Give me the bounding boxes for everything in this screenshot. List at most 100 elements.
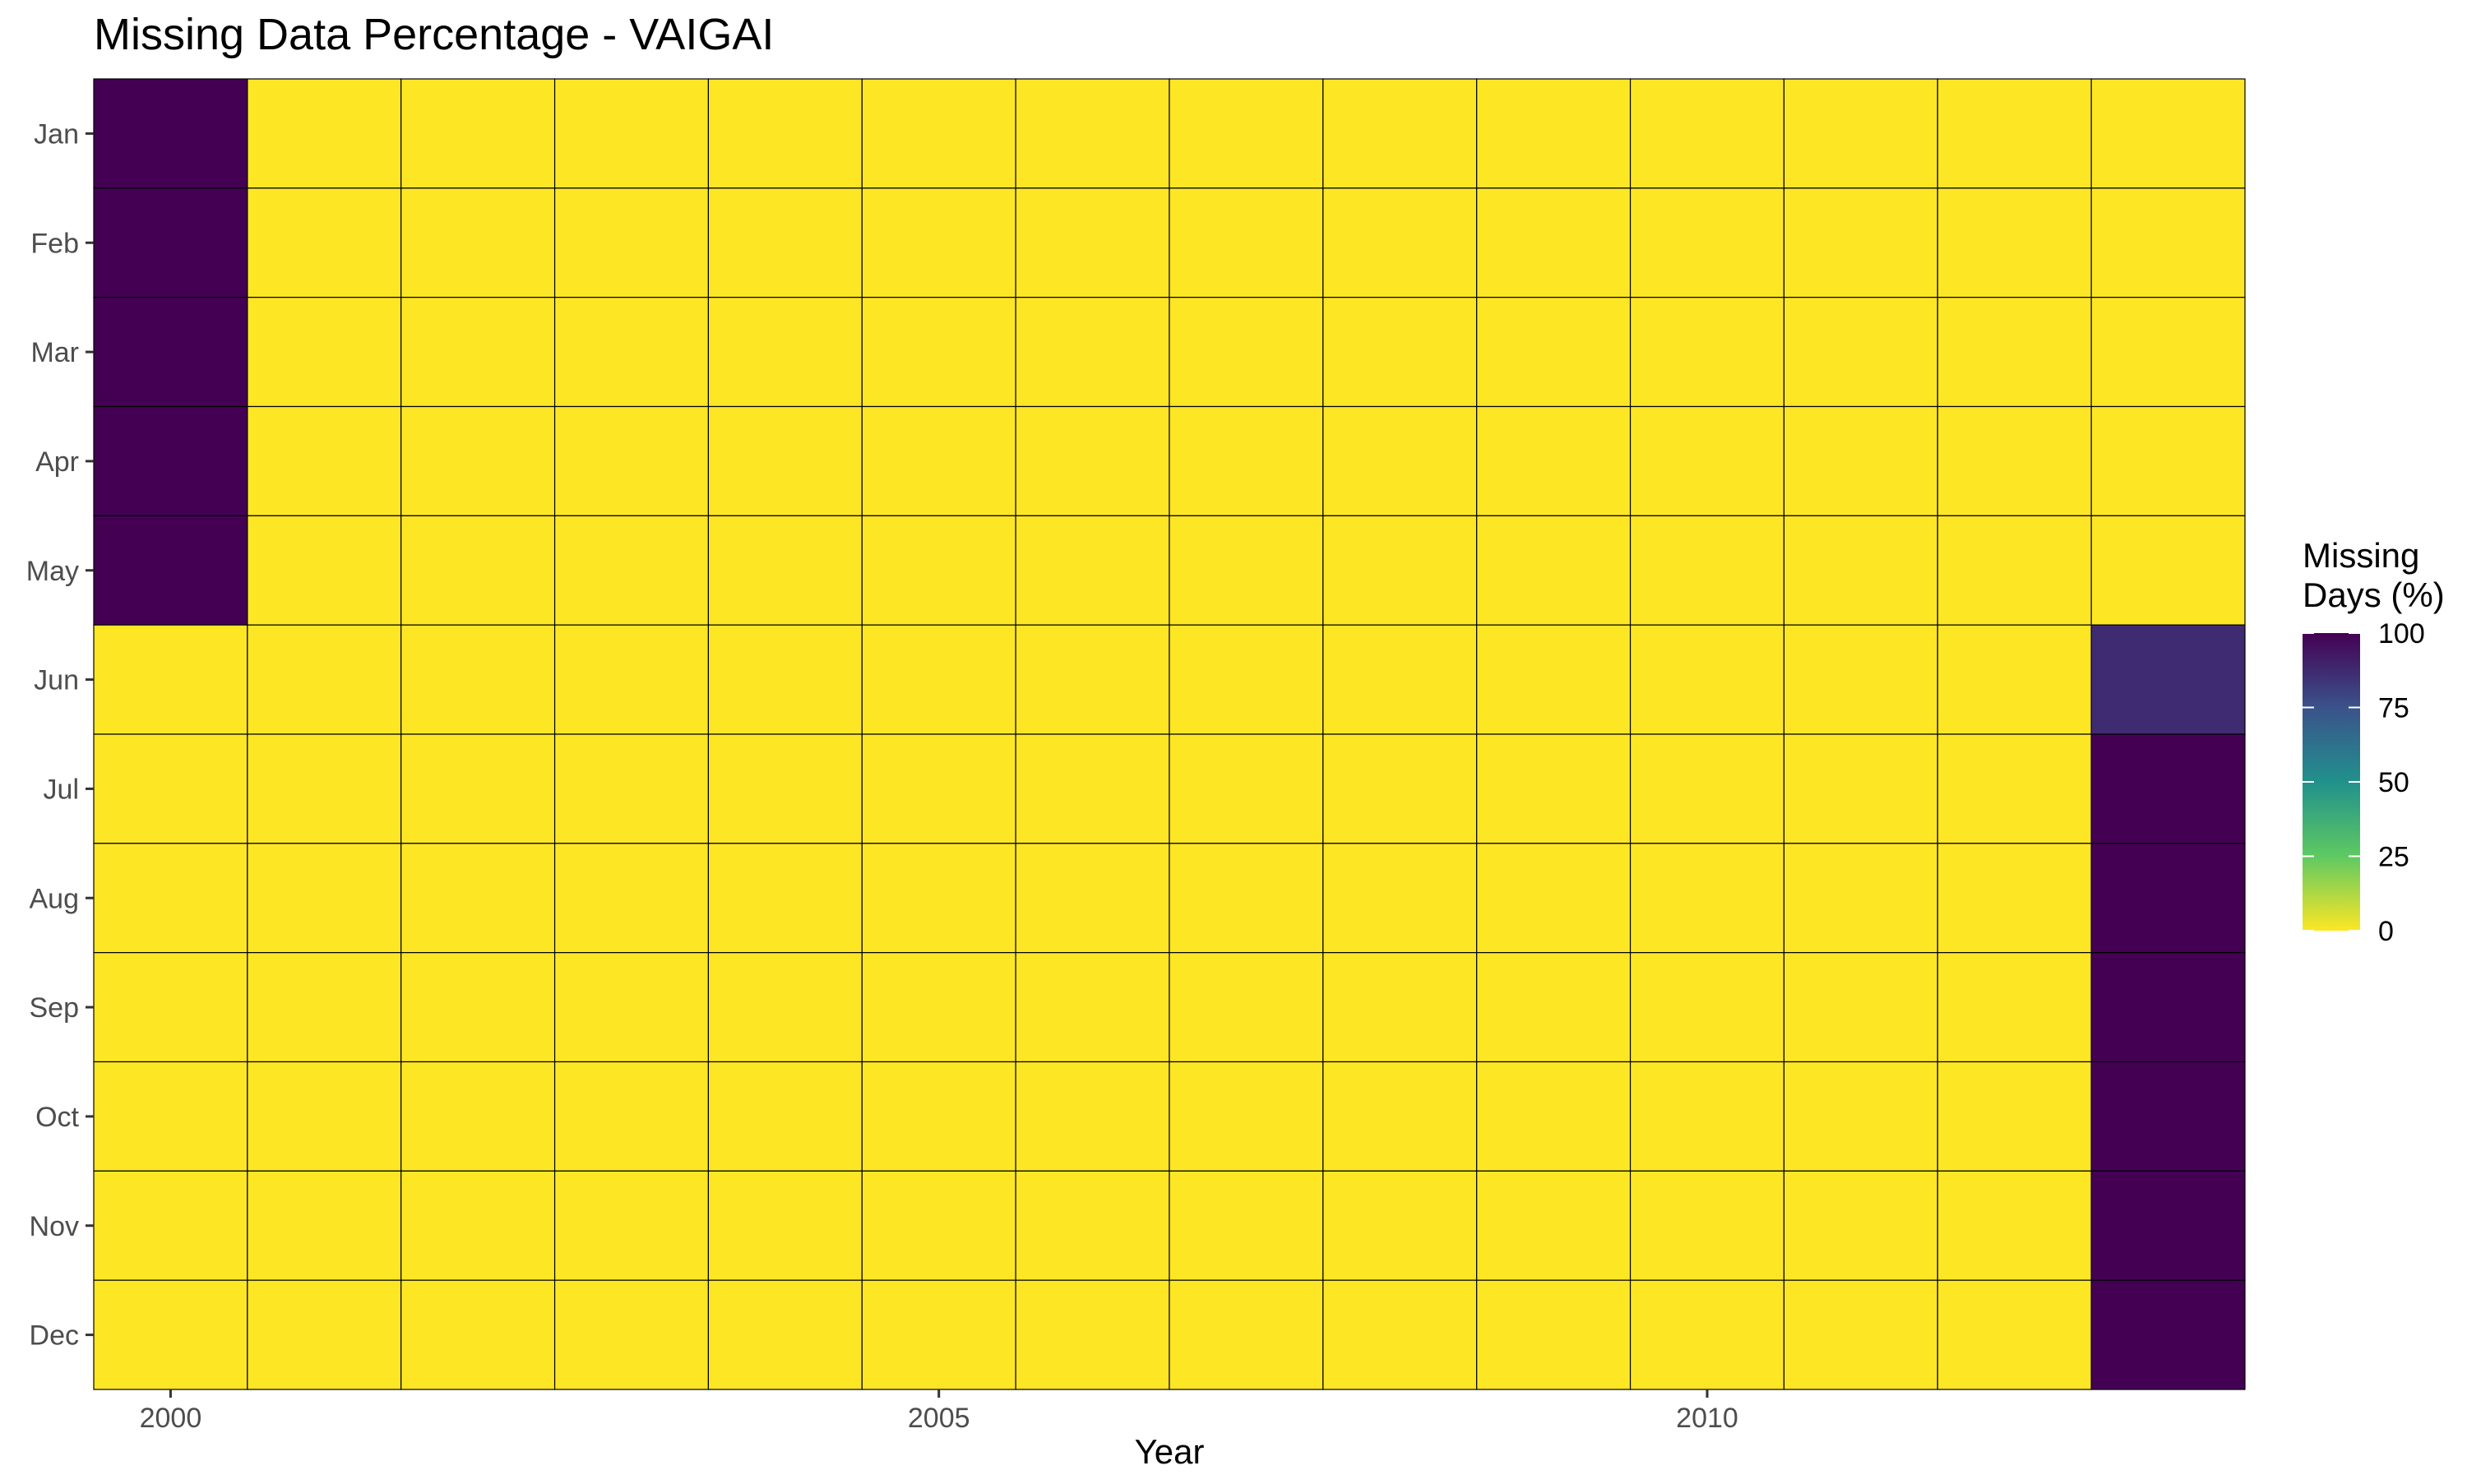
heatmap-cell-oct-2001: [247, 1061, 402, 1172]
heatmap-cell-apr-2012: [1937, 405, 2092, 516]
heatmap-cell-sep-2008: [1322, 952, 1478, 1063]
heatmap-cell-jan-2004: [707, 78, 863, 189]
heatmap-cell-jan-2010: [1629, 78, 1785, 189]
heatmap-cell-oct-2009: [1476, 1061, 1632, 1172]
heatmap-cell-nov-2004: [707, 1170, 863, 1281]
legend-title-line-1: Missing: [2303, 536, 2419, 575]
heatmap-cell-oct-2004: [707, 1061, 863, 1172]
heatmap-cell-jul-2013: [2090, 733, 2246, 844]
heatmap-cell-feb-2001: [247, 187, 402, 298]
heatmap-cell-oct-2002: [400, 1061, 556, 1172]
heatmap-cell-may-2001: [247, 515, 402, 626]
heatmap-cell-apr-2010: [1629, 405, 1785, 516]
heatmap-cell-oct-2008: [1322, 1061, 1478, 1172]
heatmap-cell-mar-2013: [2090, 297, 2246, 408]
heatmap-cell-dec-2011: [1783, 1279, 1938, 1390]
heatmap-cell-dec-2008: [1322, 1279, 1478, 1390]
heatmap-cell-jun-2011: [1783, 624, 1938, 735]
heatmap-cell-jul-2008: [1322, 733, 1478, 844]
heatmap-cell-dec-2005: [861, 1279, 1016, 1390]
x-tick-label-2000: 2000: [140, 1403, 202, 1434]
heatmap-cell-jul-2010: [1629, 733, 1785, 844]
heatmap-cell-feb-2007: [1169, 187, 1324, 298]
heatmap-cell-apr-2011: [1783, 405, 1938, 516]
heatmap-cell-may-2003: [553, 515, 710, 626]
y-tick-label-nov: Nov: [30, 1211, 79, 1242]
heatmap-cell-mar-2006: [1015, 297, 1170, 408]
chart-title: Missing Data Percentage - VAIGAI: [94, 10, 774, 59]
legend-tick-label-25: 25: [2378, 842, 2409, 873]
heatmap-cell-sep-2004: [707, 952, 863, 1063]
y-tick-label-dec: Dec: [30, 1320, 79, 1352]
heatmap-cell-jul-2004: [707, 733, 863, 844]
heatmap-cell-sep-2011: [1783, 952, 1938, 1063]
heatmap-cell-nov-2010: [1629, 1170, 1785, 1281]
heatmap-cell-jul-2011: [1783, 733, 1938, 844]
heatmap-cell-jan-2003: [553, 78, 710, 189]
heatmap-cell-nov-2001: [247, 1170, 402, 1281]
heatmap-cell-may-2012: [1937, 515, 2092, 626]
y-tick-label-jun: Jun: [34, 665, 79, 696]
heatmap-cell-feb-2010: [1629, 187, 1785, 298]
heatmap-cell-apr-2004: [707, 405, 863, 516]
heatmap-cell-sep-2012: [1937, 952, 2092, 1063]
heatmap-cell-jan-2000: [93, 78, 248, 189]
heatmap-cell-apr-2002: [400, 405, 556, 516]
heatmap-cell-jun-2004: [707, 624, 863, 735]
heatmap-cell-dec-2006: [1015, 1279, 1170, 1390]
heatmap-cell-dec-2004: [707, 1279, 863, 1390]
legend-tick-label-75: 75: [2378, 693, 2409, 724]
heatmap-cell-oct-2005: [861, 1061, 1016, 1172]
heatmap-cell-feb-2006: [1015, 187, 1170, 298]
y-tick-label-apr: Apr: [35, 446, 79, 478]
heatmap-cell-mar-2005: [861, 297, 1016, 408]
heatmap-cell-apr-2003: [553, 405, 710, 516]
heatmap-cell-feb-2003: [553, 187, 710, 298]
heatmap-cell-nov-2002: [400, 1170, 556, 1281]
heatmap-cell-oct-2013: [2090, 1061, 2246, 1172]
heatmap-cell-nov-2013: [2090, 1170, 2246, 1281]
heatmap-cell-feb-2013: [2090, 187, 2246, 298]
heatmap-cell-may-2009: [1476, 515, 1632, 626]
heatmap-cell-sep-2001: [247, 952, 402, 1063]
heatmap-cell-jan-2002: [400, 78, 556, 189]
heatmap-cell-feb-2002: [400, 187, 556, 298]
heatmap-cell-jun-2013: [2090, 624, 2246, 735]
heatmap-cell-jul-2006: [1015, 733, 1170, 844]
heatmap-cell-sep-2002: [400, 952, 556, 1063]
heatmap-cell-jun-2010: [1629, 624, 1785, 735]
legend: Missing Days (%) 100 75 50 25 0: [2303, 536, 2445, 947]
heatmap-cell-sep-2005: [861, 952, 1016, 1063]
heatmap-cell-mar-2004: [707, 297, 863, 408]
heatmap-cell-may-2010: [1629, 515, 1785, 626]
heatmap-cell-aug-2012: [1937, 843, 2092, 954]
x-tick-label-2005: 2005: [908, 1403, 970, 1434]
heatmap-cell-aug-2010: [1629, 843, 1785, 954]
heatmap-cell-aug-2011: [1783, 843, 1938, 954]
heatmap-cell-dec-2001: [247, 1279, 402, 1390]
heatmap-cell-may-2008: [1322, 515, 1478, 626]
heatmap-cell-aug-2001: [247, 843, 402, 954]
legend-title-line-2: Days (%): [2303, 576, 2445, 614]
heatmap-cell-feb-2012: [1937, 187, 2092, 298]
heatmap-cell-aug-2006: [1015, 843, 1170, 954]
heatmap-cell-may-2013: [2090, 515, 2246, 626]
y-tick-label-jan: Jan: [34, 118, 79, 150]
heatmap-cell-nov-2000: [93, 1170, 248, 1281]
heatmap-cell-feb-2008: [1322, 187, 1478, 298]
heatmap-cell-apr-2000: [93, 405, 248, 516]
heatmap-cell-jul-2005: [861, 733, 1016, 844]
heatmap-cell-aug-2003: [553, 843, 710, 954]
heatmap-cell-apr-2007: [1169, 405, 1324, 516]
heatmap-cell-sep-2009: [1476, 952, 1632, 1063]
heatmap-cell-dec-2002: [400, 1279, 556, 1390]
heatmap-cell-nov-2012: [1937, 1170, 2092, 1281]
y-tick-label-may: May: [26, 556, 79, 587]
heatmap-cell-dec-2012: [1937, 1279, 2092, 1390]
legend-tick-label-0: 0: [2378, 916, 2394, 947]
heatmap-cell-nov-2009: [1476, 1170, 1632, 1281]
heatmap-cell-oct-2000: [93, 1061, 248, 1172]
y-tick-label-mar: Mar: [30, 337, 79, 368]
heatmap-cell-jun-2003: [553, 624, 710, 735]
